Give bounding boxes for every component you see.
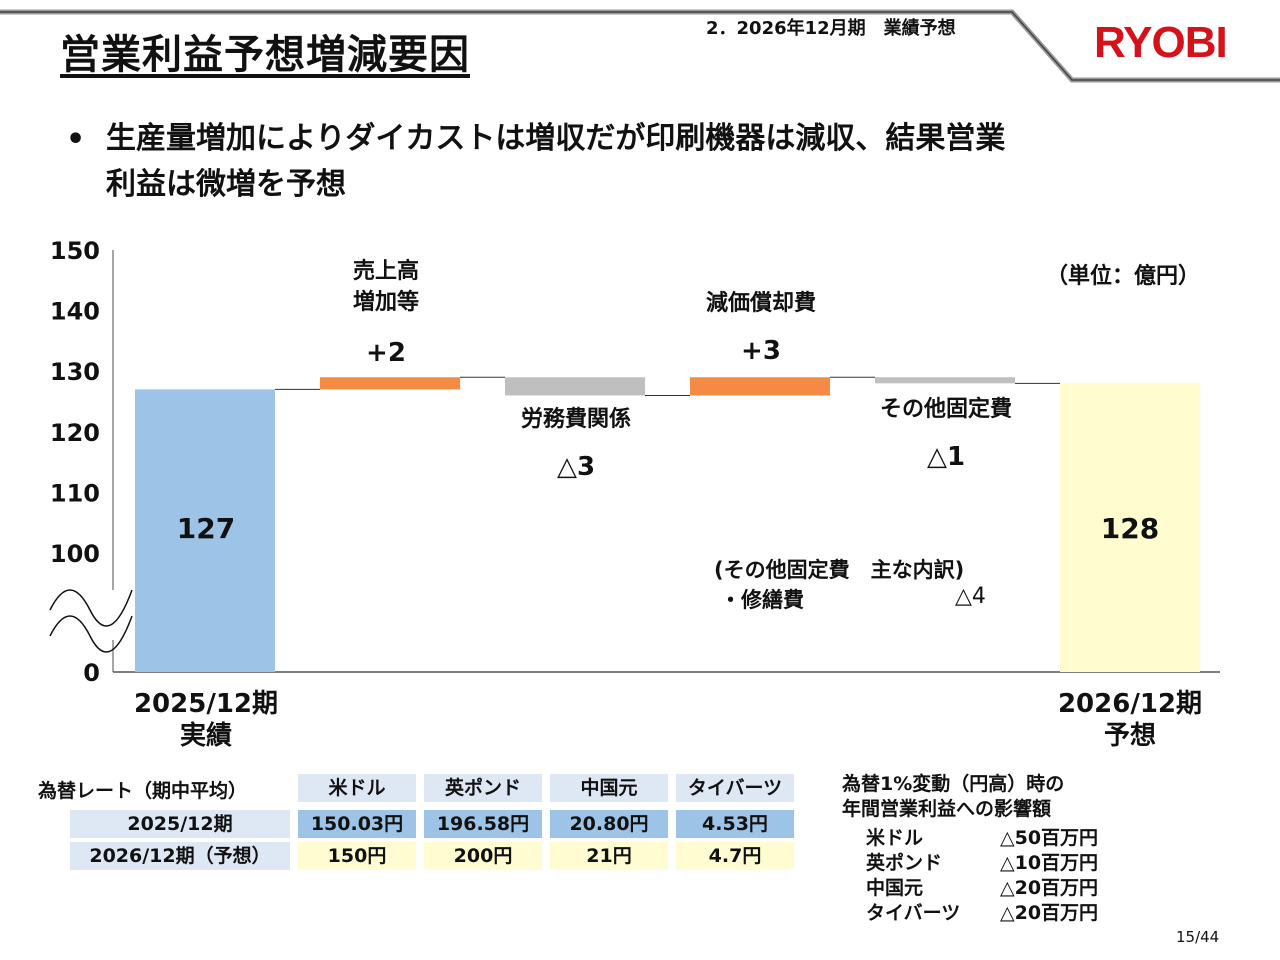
step-bar [690,377,830,396]
y-tick-label: 150 [50,237,100,265]
section-label: 2．2026年12月期 業績予想 [706,18,956,39]
start-bar-value: 127 [176,512,236,545]
fx-cell: 4.53円 [676,810,794,838]
y-tick-label: 140 [50,298,100,326]
fx-impact-amount: △10百万円 [1000,852,1099,874]
fx-cell: 20.80円 [550,810,668,838]
y-tick-label: 100 [50,540,100,568]
fx-impact-amount: △50百万円 [1000,827,1099,849]
fx-impact-currency: 英ポンド [866,852,943,874]
start-bar [135,389,275,672]
fx-row-label: 2026/12期（予想） [70,842,290,870]
y-tick-label: 110 [50,479,100,507]
step-1-label: 売上高 増加等 [352,259,419,315]
fx-header-thb: タイバーツ [676,774,794,802]
fx-cell: 21円 [550,842,668,870]
step-4-label: その他固定費 [879,397,1012,422]
fx-header-gbp: 英ポンド [424,774,542,802]
fx-cell: 200円 [424,842,542,870]
breakdown-value: △4 [955,584,986,609]
axis-break-mark [49,589,133,627]
fx-impact-currency: 米ドル [866,827,924,849]
end-bar [1060,383,1200,672]
breakdown-title: (その他固定費 主な内訳) [714,558,965,582]
step-1-value: +2 [366,338,406,368]
fx-cell: 150.03円 [298,810,416,838]
end-category-label: 2026/12期 予想 [1057,689,1203,751]
bullet-line-1: 生産量増加によりダイカストは増収だが印刷機器は減収、結果営業 [106,121,1006,156]
fx-header-usd: 米ドル [298,774,416,802]
header-divider [0,9,1280,83]
bullet-marker: • [66,122,86,157]
step-2-value: △3 [556,452,596,482]
step-3-value: +3 [741,336,781,366]
breakdown-item: ・修繕費 [720,588,804,612]
waterfall-chart: 150 140 130 120 110 100 0 [49,237,1220,687]
step-bar [875,377,1015,384]
y-tick-label: 130 [50,358,100,386]
step-bar [505,377,645,396]
step-4-value: △1 [926,442,966,472]
step-3-label: 減価償却費 [705,291,816,316]
fx-impact-amount: △20百万円 [1000,877,1099,899]
bullet-line-2: 利益は微増を予想 [106,167,346,202]
fx-impact-amount: △20百万円 [1000,902,1099,924]
fx-header-cny: 中国元 [550,774,668,802]
fx-impact-currency: 中国元 [866,877,924,899]
page-title: 営業利益予想増減要因 [60,32,470,78]
ryobi-logo: RYOBI [1094,18,1228,67]
fx-cell: 4.7円 [676,842,794,870]
step-bar [320,377,460,390]
unit-label: （単位：億円） [1046,264,1201,289]
page-number: 15/44 [1176,928,1220,946]
fx-row-label: 2025/12期 [70,810,290,838]
y-tick-label: 0 [83,659,100,687]
fx-impact-currency: タイバーツ [866,902,961,924]
fx-cell: 150円 [298,842,416,870]
fx-impact-title: 為替1%変動（円高）時の 年間営業利益への影響額 [842,773,1065,820]
fx-cell: 196.58円 [424,810,542,838]
step-2-label: 労務費関係 [520,407,631,432]
start-category-label: 2025/12期 実績 [133,689,279,751]
y-tick-label: 120 [50,419,100,447]
bullet-text: 生産量増加によりダイカストは増収だが印刷機器は減収、結果営業 利益は微増を予想 [106,116,1216,208]
fx-table-title: 為替レート（期中平均） [38,780,248,802]
axis-break-mark [49,615,133,653]
end-bar-value: 128 [1100,512,1160,545]
